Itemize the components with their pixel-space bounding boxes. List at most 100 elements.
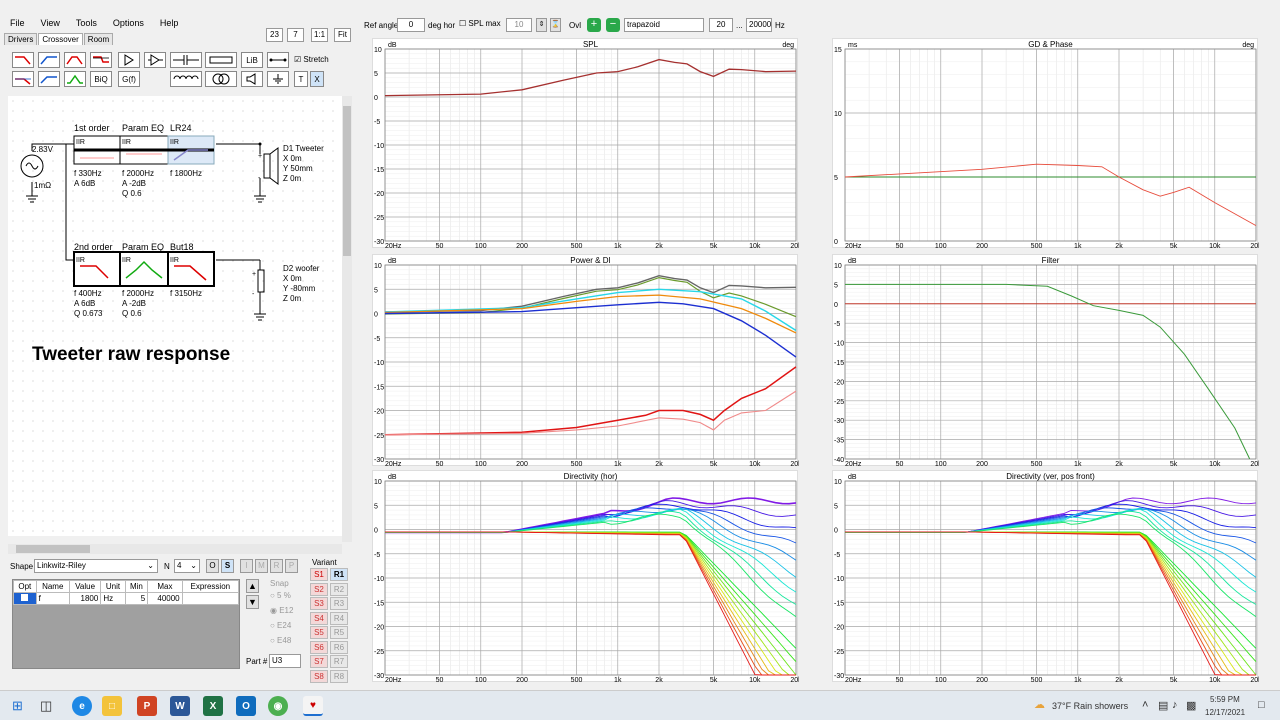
resistor-button[interactable] — [205, 52, 237, 68]
variant-r4-button[interactable]: R4 — [330, 611, 348, 625]
variant-s4-button[interactable]: S4 — [310, 611, 328, 625]
canvas-scrollbar-vertical[interactable] — [342, 96, 352, 542]
canvas-scrollbar-horizontal[interactable] — [8, 544, 342, 554]
clock-time[interactable]: 5:59 PM — [1210, 695, 1240, 704]
lowpass-red-button[interactable] — [12, 52, 34, 68]
variant-s2-button[interactable]: S2 — [310, 582, 328, 596]
chart-5[interactable]: Directivity (ver, pos front) dB 20Hz 50 100 2… — [832, 470, 1262, 684]
menu-help[interactable]: Help — [159, 18, 179, 28]
variant-s6-button[interactable]: S6 — [310, 640, 328, 654]
overlay-name-input[interactable]: trapazoid — [624, 18, 704, 32]
tab-room[interactable]: Room — [83, 33, 114, 45]
cell-unit[interactable]: Hz — [100, 592, 126, 605]
parameter-table[interactable]: Opt Name Value Unit Min Max Expression f… — [12, 579, 240, 669]
bandpass-red-button[interactable] — [64, 52, 86, 68]
spl-max-input[interactable]: 10 — [506, 18, 532, 32]
variant-s7-button[interactable]: S7 — [310, 655, 328, 668]
lowpass-red-2-button[interactable] — [12, 71, 34, 87]
variant-r2-button[interactable]: R2 — [330, 582, 348, 596]
cell-name[interactable]: f — [35, 592, 70, 605]
notch-button[interactable] — [90, 52, 112, 68]
p-button[interactable]: P — [285, 559, 298, 573]
task-view-icon[interactable]: ◫ — [40, 698, 53, 713]
m-button[interactable]: M — [255, 559, 268, 573]
menu-tools[interactable]: Tools — [75, 18, 97, 28]
stretch-checkbox[interactable]: ☑ Stretch — [294, 55, 329, 64]
cell-max[interactable]: 40000 — [147, 592, 183, 605]
highpass-blue-2-button[interactable] — [38, 71, 60, 87]
variant-s8-button[interactable]: S8 — [310, 669, 328, 683]
move-down-button[interactable]: ▼ — [246, 595, 259, 609]
scroll-thumb-h[interactable] — [16, 545, 90, 553]
t-button[interactable]: T — [294, 71, 308, 87]
freq-end-input[interactable]: 20000 — [746, 18, 772, 32]
menu-options[interactable]: Options — [112, 18, 144, 28]
move-up-button[interactable]: ▲ — [246, 579, 259, 593]
snap-option-3[interactable]: ○ E48 — [270, 636, 292, 645]
volume-icon[interactable]: ♪ — [1172, 699, 1178, 711]
remove-overlay-button[interactable]: − — [606, 18, 620, 32]
buffer-button[interactable] — [118, 52, 140, 68]
snap-option-2[interactable]: ○ E24 — [270, 621, 292, 630]
cell-min[interactable]: 5 — [124, 592, 149, 605]
variant-r5-button[interactable]: R5 — [330, 626, 348, 639]
vituixcad-icon[interactable]: ♥ — [303, 696, 323, 716]
chrome-icon[interactable]: ◉ — [268, 696, 288, 716]
part-input[interactable]: U3 — [269, 654, 301, 668]
peak-green-button[interactable] — [64, 71, 86, 87]
wire-button[interactable] — [267, 52, 289, 68]
s-button[interactable]: S — [221, 559, 234, 573]
r-button[interactable]: R — [270, 559, 283, 573]
inductor-button[interactable] — [170, 71, 202, 87]
clock-date[interactable]: 12/17/2021 — [1205, 708, 1246, 717]
tab-crossover[interactable]: Crossover — [38, 33, 83, 45]
chart-4[interactable]: Directivity (hor) dB 20Hz 50 100 200 500 1k 2k 5k… — [372, 470, 802, 684]
variant-r6-button[interactable]: R6 — [330, 640, 348, 654]
edge-icon[interactable]: e — [72, 696, 92, 716]
freq-start-input[interactable]: 20 — [709, 18, 733, 32]
weather-text[interactable]: 37°F Rain showers — [1052, 701, 1129, 711]
zoom-1-1[interactable]: 1:1 — [311, 28, 328, 42]
cell-expression[interactable] — [181, 592, 240, 605]
transformer-button[interactable] — [205, 71, 237, 87]
language-icon[interactable]: ▩ — [1186, 700, 1197, 712]
i-button[interactable]: I — [240, 559, 253, 573]
network-icon[interactable]: ▤ — [1158, 700, 1169, 712]
windows-start-icon[interactable]: ⊞ — [12, 698, 23, 713]
zoom-7[interactable]: 7 — [287, 28, 304, 42]
powerpoint-icon[interactable]: P — [137, 696, 157, 716]
biquad-button[interactable]: BiQ — [90, 71, 112, 87]
tab-drivers[interactable]: Drivers — [4, 33, 38, 45]
speaker-button[interactable] — [241, 71, 263, 87]
variant-r1-button[interactable]: R1 — [330, 568, 348, 581]
highpass-blue-button[interactable] — [38, 52, 60, 68]
outlook-icon[interactable]: O — [236, 696, 256, 716]
variant-r3-button[interactable]: R3 — [330, 597, 348, 610]
zoom-23[interactable]: 23 — [266, 28, 283, 42]
snap-option-0[interactable]: ○ 5 % — [270, 591, 291, 600]
spl-max-checkbox[interactable]: ☐ SPL max — [459, 19, 501, 28]
x-button[interactable]: X — [310, 71, 324, 87]
scroll-thumb-v[interactable] — [343, 106, 351, 256]
chart-2[interactable]: Power & DIdB20Hz501002005001k2k5k10k20k1… — [372, 254, 808, 468]
fit-vertical-button[interactable]: ⌛ — [550, 18, 561, 32]
ref-angle-input[interactable]: 0 — [397, 18, 425, 32]
chevron-up-icon[interactable]: ˄ — [1142, 699, 1149, 711]
spin-button[interactable]: ⇕ — [536, 18, 547, 32]
gf-button[interactable]: G(f) — [118, 71, 140, 87]
o-button[interactable]: O — [206, 559, 219, 573]
variant-r7-button[interactable]: R7 — [330, 655, 348, 668]
variant-s1-button[interactable]: S1 — [310, 568, 328, 581]
notification-icon[interactable]: □ — [1258, 699, 1265, 711]
order-select[interactable]: 4 ⌄ — [174, 559, 200, 573]
chart-0[interactable]: SPLdBdeg20Hz501002005001k2k5k10k20k1050-… — [372, 38, 814, 250]
variant-s5-button[interactable]: S5 — [310, 626, 328, 639]
opt-checkbox[interactable] — [13, 592, 37, 605]
add-overlay-button[interactable]: + — [587, 18, 601, 32]
chart-1[interactable]: GD & Phase ms deg 20Hz 50 100 200 500 1k 2k 5k 10k 2… — [832, 38, 1274, 250]
snap-option-1[interactable]: ◉ E12 — [270, 606, 294, 615]
variant-r8-button[interactable]: R8 — [330, 669, 348, 683]
chart-3[interactable]: FilterdB20Hz501002005001k2k5k10k20k1050-… — [832, 254, 1262, 468]
cell-value[interactable]: 1800 — [68, 592, 102, 605]
file-explorer-icon[interactable]: □ — [102, 696, 122, 716]
